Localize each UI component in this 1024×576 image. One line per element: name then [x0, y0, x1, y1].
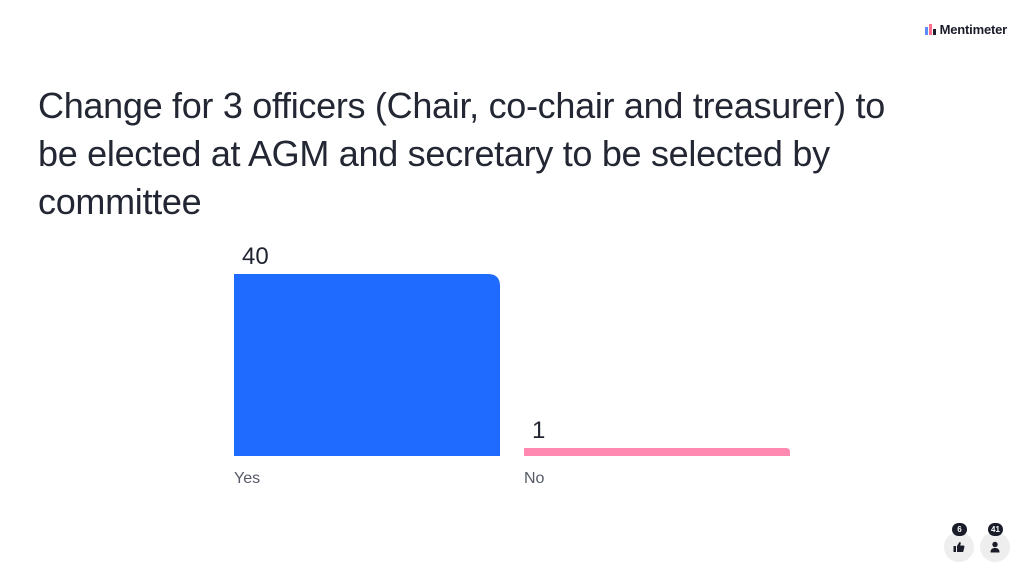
brand-logo: Mentimeter — [924, 22, 1008, 37]
category-label-no: No — [524, 470, 545, 487]
reactions-counter[interactable]: 6 — [944, 523, 974, 562]
bar-no — [524, 448, 790, 456]
brand-name: Mentimeter — [939, 22, 1008, 37]
value-label-no: 1 — [532, 417, 545, 444]
category-label-yes: Yes — [234, 470, 260, 487]
person-icon — [990, 541, 1000, 553]
participants-counter[interactable]: 41 — [980, 523, 1010, 562]
value-label-yes: 40 — [242, 243, 269, 270]
likes-count-badge: 6 — [952, 523, 967, 536]
mentimeter-logo-icon — [924, 24, 936, 35]
participants-count-badge: 41 — [988, 523, 1003, 536]
bar-yes — [234, 274, 500, 456]
thumbs-up-icon — [953, 542, 965, 552]
question-title: Change for 3 officers (Chair, co-chair a… — [38, 85, 885, 222]
